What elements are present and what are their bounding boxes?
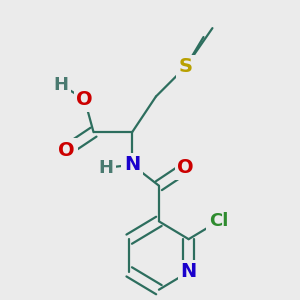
Text: O: O (76, 90, 93, 109)
Text: N: N (124, 155, 140, 174)
Text: O: O (177, 158, 194, 177)
Text: S: S (179, 57, 193, 76)
Text: H: H (98, 159, 113, 177)
Text: N: N (181, 262, 197, 281)
Text: Cl: Cl (209, 212, 228, 230)
Text: O: O (58, 140, 75, 160)
Text: H: H (53, 76, 68, 94)
